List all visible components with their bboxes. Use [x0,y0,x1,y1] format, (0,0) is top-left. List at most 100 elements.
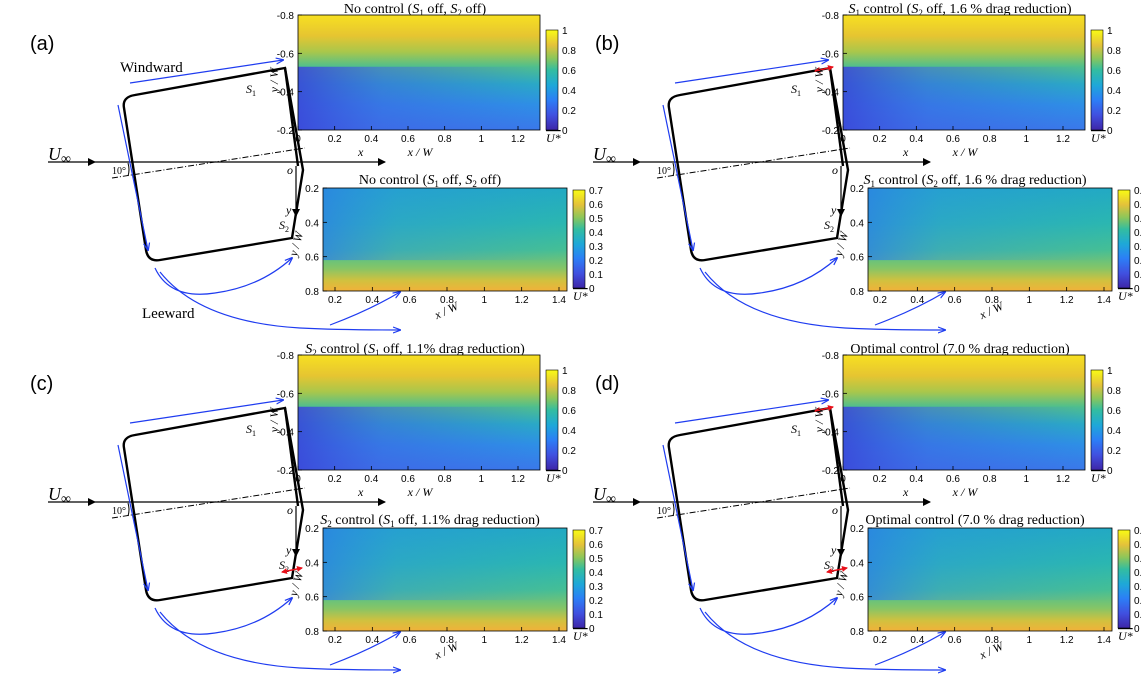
angle-label: 10° [112,506,126,517]
bottom-xtick-label: 0.2 [873,635,887,646]
bottom-xtick-label: 0.6 [948,635,962,646]
top-cbar-label: 0 [1107,126,1113,137]
bottom-ytick-label: 0.4 [305,218,319,229]
top-xlabel: x / W [952,485,979,499]
top-xtick-label: 0.6 [401,474,415,485]
bottom-cbar-label: 0.3 [1134,242,1141,253]
top-cbar-label: 1 [562,366,568,377]
bottom-ytick-label: 0.4 [850,558,864,569]
bottom-ytick-label: 0.8 [850,627,864,638]
top-ytick-label: -0.6 [822,389,840,400]
bottom-plot-frame [867,187,1113,292]
centerline [111,487,306,519]
s2-label: S2 [824,218,834,234]
top-xtick-label: 1 [479,474,485,485]
x-axis-label: x [357,485,364,499]
bottom-plot-title: S2 control (S1 off, 1.1% drag reduction) [320,513,540,529]
bottom-cbar-label: 0.7 [1134,186,1141,197]
bottom-colorbar [572,529,586,629]
bottom-ytick-label: 0.6 [305,593,319,604]
bottom-ylabel: y / W [286,229,306,258]
flow-leeward-recirc [154,258,292,295]
top-cbar-label: 0.8 [562,46,576,57]
top-ylabel: y / W [267,407,281,434]
flow-front-face [117,444,148,590]
leeward-label: Leeward [142,306,195,322]
freestream-label: U∞ [48,144,71,167]
top-cbar-title: U* [546,131,561,145]
top-ytick-label: -0.8 [822,351,840,362]
top-ylabel: y / W [812,67,826,94]
top-ytick-label: -0.6 [822,49,840,60]
bottom-xtick-label: 1 [482,295,488,306]
top-xtick-label: 0 [840,474,846,485]
bottom-xtick-label: 1.2 [515,635,529,646]
top-ytick-label: -0.4 [277,428,295,439]
top-xtick-label: 0.2 [873,134,887,145]
bottom-ylabel: y / W [831,229,851,258]
top-ytick-label: -0.4 [822,428,840,439]
angle-label: 10° [657,506,671,517]
top-ytick-label: -0.2 [277,466,295,477]
angle-label: 10° [657,166,671,177]
bottom-xtick-label: 0.6 [403,295,417,306]
bottom-xtick-label: 1.4 [552,295,566,306]
y-axis-label: y [830,543,837,557]
bottom-cbar-label: 0 [589,284,595,295]
top-xtick-label: 1.2 [1056,474,1070,485]
bottom-cbar-label: 0.7 [589,186,603,197]
x-axis-label: x [902,145,909,159]
top-plot-frame [297,354,541,471]
flow-windward-top [129,400,283,424]
bottom-xtick-label: 0.2 [873,295,887,306]
top-colorbar [545,369,559,471]
angle-arc [672,502,675,517]
top-cbar-label: 1 [562,26,568,37]
bottom-cbar-label: 0.1 [1134,610,1141,621]
bottom-ylabel: y / W [831,569,851,598]
bottom-xtick-label: 1.2 [1060,295,1074,306]
top-xtick-label: 0.8 [983,134,997,145]
flow-leeward-wake [704,611,945,670]
bottom-cbar-label: 0.3 [589,242,603,253]
bottom-ytick-label: 0.2 [305,184,319,195]
top-cbar-title: U* [1091,131,1106,145]
panel-label: (b) [595,33,619,55]
top-cbar-label: 0.4 [1107,86,1121,97]
rear-face [828,407,845,507]
top-ytick-label: -0.2 [277,126,295,137]
s1-actuator [814,405,834,413]
bottom-xtick-label: 1 [482,635,488,646]
freestream-label: U∞ [593,144,616,167]
top-ytick-label: -0.4 [277,88,295,99]
bottom-xtick-label: 0.8 [440,635,454,646]
angle-label: 10° [112,166,126,177]
top-cbar-label: 0.4 [1107,426,1121,437]
bottom-xlabel: x / W [431,638,461,662]
panel-a: (a) U∞ 10° x o y S1 S2 Windward Leeward No control… [30,2,603,330]
bottom-colorbar [572,189,586,289]
top-colorbar [1090,29,1104,131]
top-contour-lowspeed [843,406,1085,470]
top-xtick-label: 0 [840,134,846,145]
bottom-cbar-label: 0.3 [589,582,603,593]
bottom-xtick-label: 0.8 [440,295,454,306]
bottom-cbar-label: 0.6 [589,200,603,211]
top-cbar-label: 0.6 [1107,66,1121,77]
bottom-cbar-label: 0.2 [1134,596,1141,607]
top-xtick-label: 0 [295,474,301,485]
bottom-xlabel: x / W [976,298,1006,322]
bottom-cbar-label: 0 [1134,624,1140,635]
angle-arc [672,162,675,177]
top-ytick-label: -0.6 [277,389,295,400]
top-xtick-label: 1 [1024,474,1030,485]
flow-leeward-wake [159,611,400,670]
origin-label: o [832,163,838,177]
top-cbar-label: 0 [1107,466,1113,477]
flow-leeward-recirc [699,598,837,635]
bottom-cbar-label: 0.5 [589,214,603,225]
flow-wake-up [874,632,945,666]
top-contour-plot: S2 control (S1 off, 1.1% drag reduction)… [267,342,576,499]
